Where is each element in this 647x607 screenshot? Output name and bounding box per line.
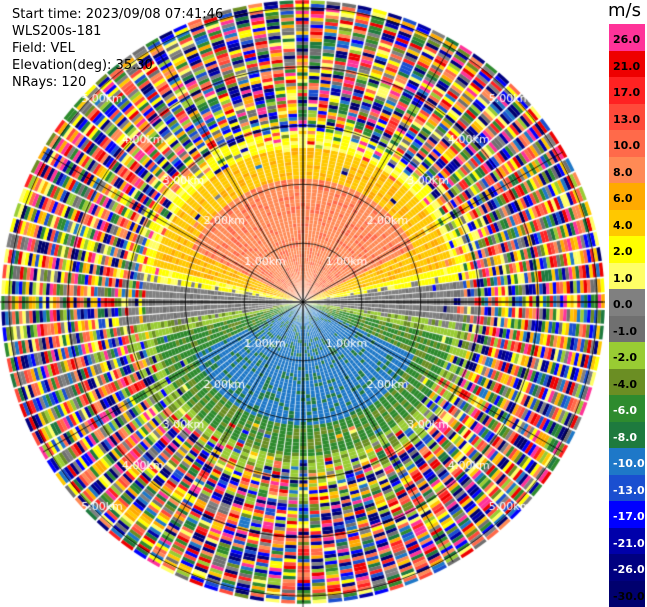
colorbar-segment <box>609 501 645 528</box>
colorbar-tick-label: -30.0 <box>613 589 645 603</box>
colorbar-segment <box>609 421 645 448</box>
colorbar-tick-label: 8.0 <box>613 165 633 179</box>
colorbar-tick-label: 21.0 <box>613 59 641 73</box>
colorbar-segment <box>609 527 645 554</box>
colorbar-segment <box>609 77 645 104</box>
colorbar-segment <box>609 342 645 369</box>
colorbar-tick-label: 10.0 <box>613 139 641 152</box>
colorbar-segment <box>609 368 645 395</box>
colorbar-tick-label: 13.0 <box>613 112 641 126</box>
colorbar-tick-label: 6.0 <box>613 192 633 205</box>
start-time-text: Start time: 2023/09/08 07:41:46 <box>12 7 224 22</box>
colorbar-tick-label: 26.0 <box>613 33 641 46</box>
colorbar-segment <box>609 130 645 157</box>
colorbar-segment <box>609 183 645 210</box>
colorbar-segment <box>609 448 645 475</box>
colorbar-segment <box>609 103 645 130</box>
colorbar-segment <box>609 209 645 236</box>
colorbar-tick-label: -2.0 <box>613 351 638 364</box>
colorbar-segment <box>609 554 645 581</box>
colorbar-segment <box>609 474 645 501</box>
nrays-text: NRays: 120 <box>12 75 87 90</box>
velocity-colorbar <box>609 24 645 607</box>
field-text: Field: VEL <box>12 41 75 56</box>
colorbar-tick-label: 1.0 <box>613 271 633 285</box>
colorbar-tick-label: 2.0 <box>613 245 633 258</box>
colorbar-segment <box>609 395 645 422</box>
site-name-text: WLS200s-181 <box>12 24 102 39</box>
colorbar-tick-label: -1.0 <box>613 324 638 338</box>
colorbar-segment <box>609 50 645 77</box>
colorbar-segment <box>609 156 645 183</box>
colorbar-segment <box>609 289 645 316</box>
colorbar-segment <box>609 24 645 51</box>
colorbar-segment <box>609 262 645 289</box>
colorbar-segment <box>609 315 645 342</box>
colorbar-tick-label: 0.0 <box>613 298 633 311</box>
colorbar-tick-label: 17.0 <box>613 86 641 99</box>
colorbar-tick-label: -10.0 <box>613 457 645 470</box>
colorbar-tick-label: -21.0 <box>613 536 645 550</box>
elevation-text: Elevation(deg): 35.30 <box>12 58 153 73</box>
colorbar-tick-label: -4.0 <box>613 377 638 391</box>
colorbar-segment <box>609 580 645 607</box>
colorbar-tick-label: -6.0 <box>613 404 638 417</box>
ppi-velocity-plot <box>0 0 605 607</box>
colorbar-tick-label: -26.0 <box>613 563 645 576</box>
colorbar-tick-label: -13.0 <box>613 483 645 497</box>
colorbar-tick-label: 4.0 <box>613 218 633 232</box>
colorbar-tick-label: -8.0 <box>613 430 638 444</box>
colorbar-segment <box>609 236 645 263</box>
colorbar-tick-label: -17.0 <box>613 510 645 523</box>
colorbar-unit: m/s <box>608 0 641 21</box>
